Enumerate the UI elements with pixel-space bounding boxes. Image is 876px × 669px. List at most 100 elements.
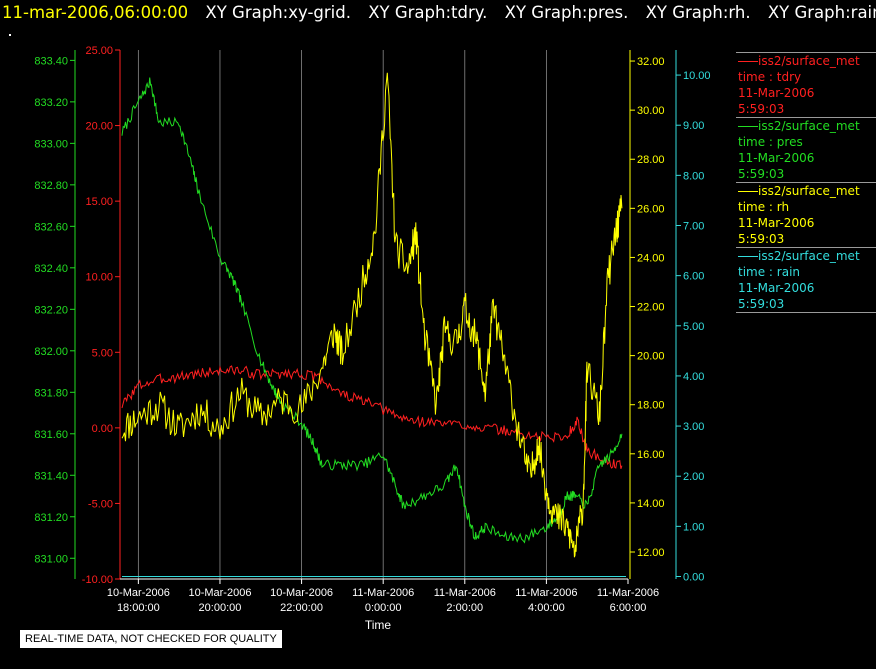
legend-swatch (738, 61, 758, 62)
rain-tick-label: 9.00 (683, 120, 704, 132)
legend-source: iss2/surface_met (758, 184, 860, 198)
legend-variable: time : rain (738, 265, 801, 279)
rh-tick-label: 14.00 (637, 498, 665, 510)
x-tick-label: 6:00:00 (610, 602, 647, 614)
pres-tick-label: 831.80 (34, 387, 68, 399)
tdry-tick-label: 15.00 (85, 196, 113, 208)
legend-source: iss2/surface_met (758, 54, 860, 68)
data-series (121, 72, 626, 577)
x-tick-label: 2:00:00 (446, 602, 483, 614)
rain-tick-label: 8.00 (683, 170, 704, 182)
x-tick-label: 10-Mar-2006 (270, 587, 333, 599)
quality-disclaimer: REAL-TIME DATA, NOT CHECKED FOR QUALITY (20, 630, 282, 648)
rain-tick-label: 2.00 (683, 471, 704, 483)
x-tick-label: 10-Mar-2006 (107, 587, 170, 599)
legend-date: 11-Mar-2006 (738, 86, 815, 100)
tdry-tick-label: 10.00 (85, 272, 113, 284)
rh-tick-label: 22.00 (637, 302, 665, 314)
rain-tick-label: 1.00 (683, 521, 704, 533)
rh-tick-label: 18.00 (637, 400, 665, 412)
pres-tick-label: 831.20 (34, 512, 68, 524)
tdry-tick-label: -10.00 (82, 574, 113, 586)
rh-tick-label: 28.00 (637, 154, 665, 166)
x-grid-lines (137, 50, 547, 579)
legend-swatch (738, 191, 758, 192)
x-tick-label: 11-Mar-2006 (515, 587, 577, 599)
legend-date: 11-Mar-2006 (738, 216, 815, 230)
pres-tick-label: 832.40 (34, 263, 68, 275)
banner-graph-rain: XY Graph:rain (767, 3, 876, 22)
rh-tick-label: 24.00 (637, 252, 665, 264)
legend-source: iss2/surface_met (758, 249, 860, 263)
x-axis-label: Time (365, 618, 392, 632)
right-y-axes: 32.00 30.00 28.00 26.00 24.00 22.00 20.00 18.00… (629, 50, 711, 583)
rain-tick-label: 3.00 (683, 421, 704, 433)
legend-swatch (738, 256, 758, 257)
x-axis: 10-Mar-2006 18:00:00 10-Mar-2006 20:00:00 10… (107, 578, 659, 614)
legend-time: 5:59:03 (738, 102, 785, 116)
x-tick-label: 10-Mar-2006 (188, 587, 251, 599)
pres-series-line (121, 77, 623, 544)
legend: iss2/surface_met time : tdry 11-Mar-2006 5:… (736, 52, 876, 313)
rh-series-line (121, 72, 623, 558)
x-tick-label: 11-Mar-2006 (597, 587, 659, 599)
corner-dot (9, 34, 11, 36)
tdry-tick-label: 5.00 (92, 347, 113, 359)
banner-graph-rh: XY Graph:rh. (645, 3, 751, 22)
x-tick-label: 18:00:00 (117, 602, 160, 614)
tdry-tick-label: 0.00 (92, 423, 113, 435)
x-tick-label: 20:00:00 (199, 602, 242, 614)
banner-date: 11-mar-2006,06:00:00 (2, 3, 189, 22)
rain-tick-label: 7.00 (683, 220, 704, 232)
title-banner: 11-mar-2006,06:00:00 XY Graph:xy-grid. X… (0, 0, 876, 26)
legend-swatch (738, 126, 758, 127)
x-tick-label: 11-Mar-2006 (434, 587, 496, 599)
legend-time: 5:59:03 (738, 167, 785, 181)
tdry-series-line (121, 365, 623, 469)
pres-tick-label: 832.20 (34, 304, 68, 316)
rain-tick-label: 0.00 (683, 571, 704, 583)
rain-tick-label: 5.00 (683, 321, 704, 333)
legend-variable: time : tdry (738, 70, 802, 84)
rh-tick-label: 16.00 (637, 449, 665, 461)
legend-date: 11-Mar-2006 (738, 281, 815, 295)
tdry-tick-label: 20.00 (85, 121, 113, 133)
rh-tick-label: 30.00 (637, 105, 665, 117)
pres-tick-label: 831.60 (34, 429, 68, 441)
left-y-axes: 25.00 20.00 15.00 10.00 5.00 0.00 -5.00 -10.00 8… (34, 45, 121, 586)
pres-tick-label: 833.40 (34, 55, 68, 67)
tdry-tick-label: -5.00 (88, 498, 113, 510)
legend-variable: time : rh (738, 200, 790, 214)
x-tick-label: 0:00:00 (365, 602, 402, 614)
rain-tick-label: 10.00 (683, 70, 711, 82)
legend-time: 5:59:03 (738, 232, 785, 246)
x-tick-label: 22:00:00 (280, 602, 323, 614)
rh-tick-label: 12.00 (637, 547, 665, 559)
rh-tick-label: 20.00 (637, 351, 665, 363)
pres-tick-label: 831.00 (34, 553, 68, 565)
pres-tick-label: 832.60 (34, 221, 68, 233)
rain-tick-label: 6.00 (683, 271, 704, 283)
rh-tick-label: 26.00 (637, 203, 665, 215)
rain-tick-label: 4.00 (683, 371, 704, 383)
banner-graph-tdry: XY Graph:tdry. (368, 3, 488, 22)
legend-variable: time : pres (738, 135, 803, 149)
legend-date: 11-Mar-2006 (738, 151, 815, 165)
legend-source: iss2/surface_met (758, 119, 860, 133)
x-tick-label: 4:00:00 (528, 602, 565, 614)
pres-tick-label: 832.80 (34, 180, 68, 192)
pres-tick-label: 831.40 (34, 470, 68, 482)
pres-tick-label: 833.00 (34, 138, 68, 150)
x-tick-label: 11-Mar-2006 (352, 587, 414, 599)
banner-graph-xy-grid: XY Graph:xy-grid. (205, 3, 351, 22)
pres-tick-label: 832.00 (34, 346, 68, 358)
legend-time: 5:59:03 (738, 297, 785, 311)
pres-tick-label: 833.20 (34, 97, 68, 109)
rh-tick-label: 32.00 (637, 56, 665, 68)
tdry-tick-label: 25.00 (85, 45, 113, 57)
